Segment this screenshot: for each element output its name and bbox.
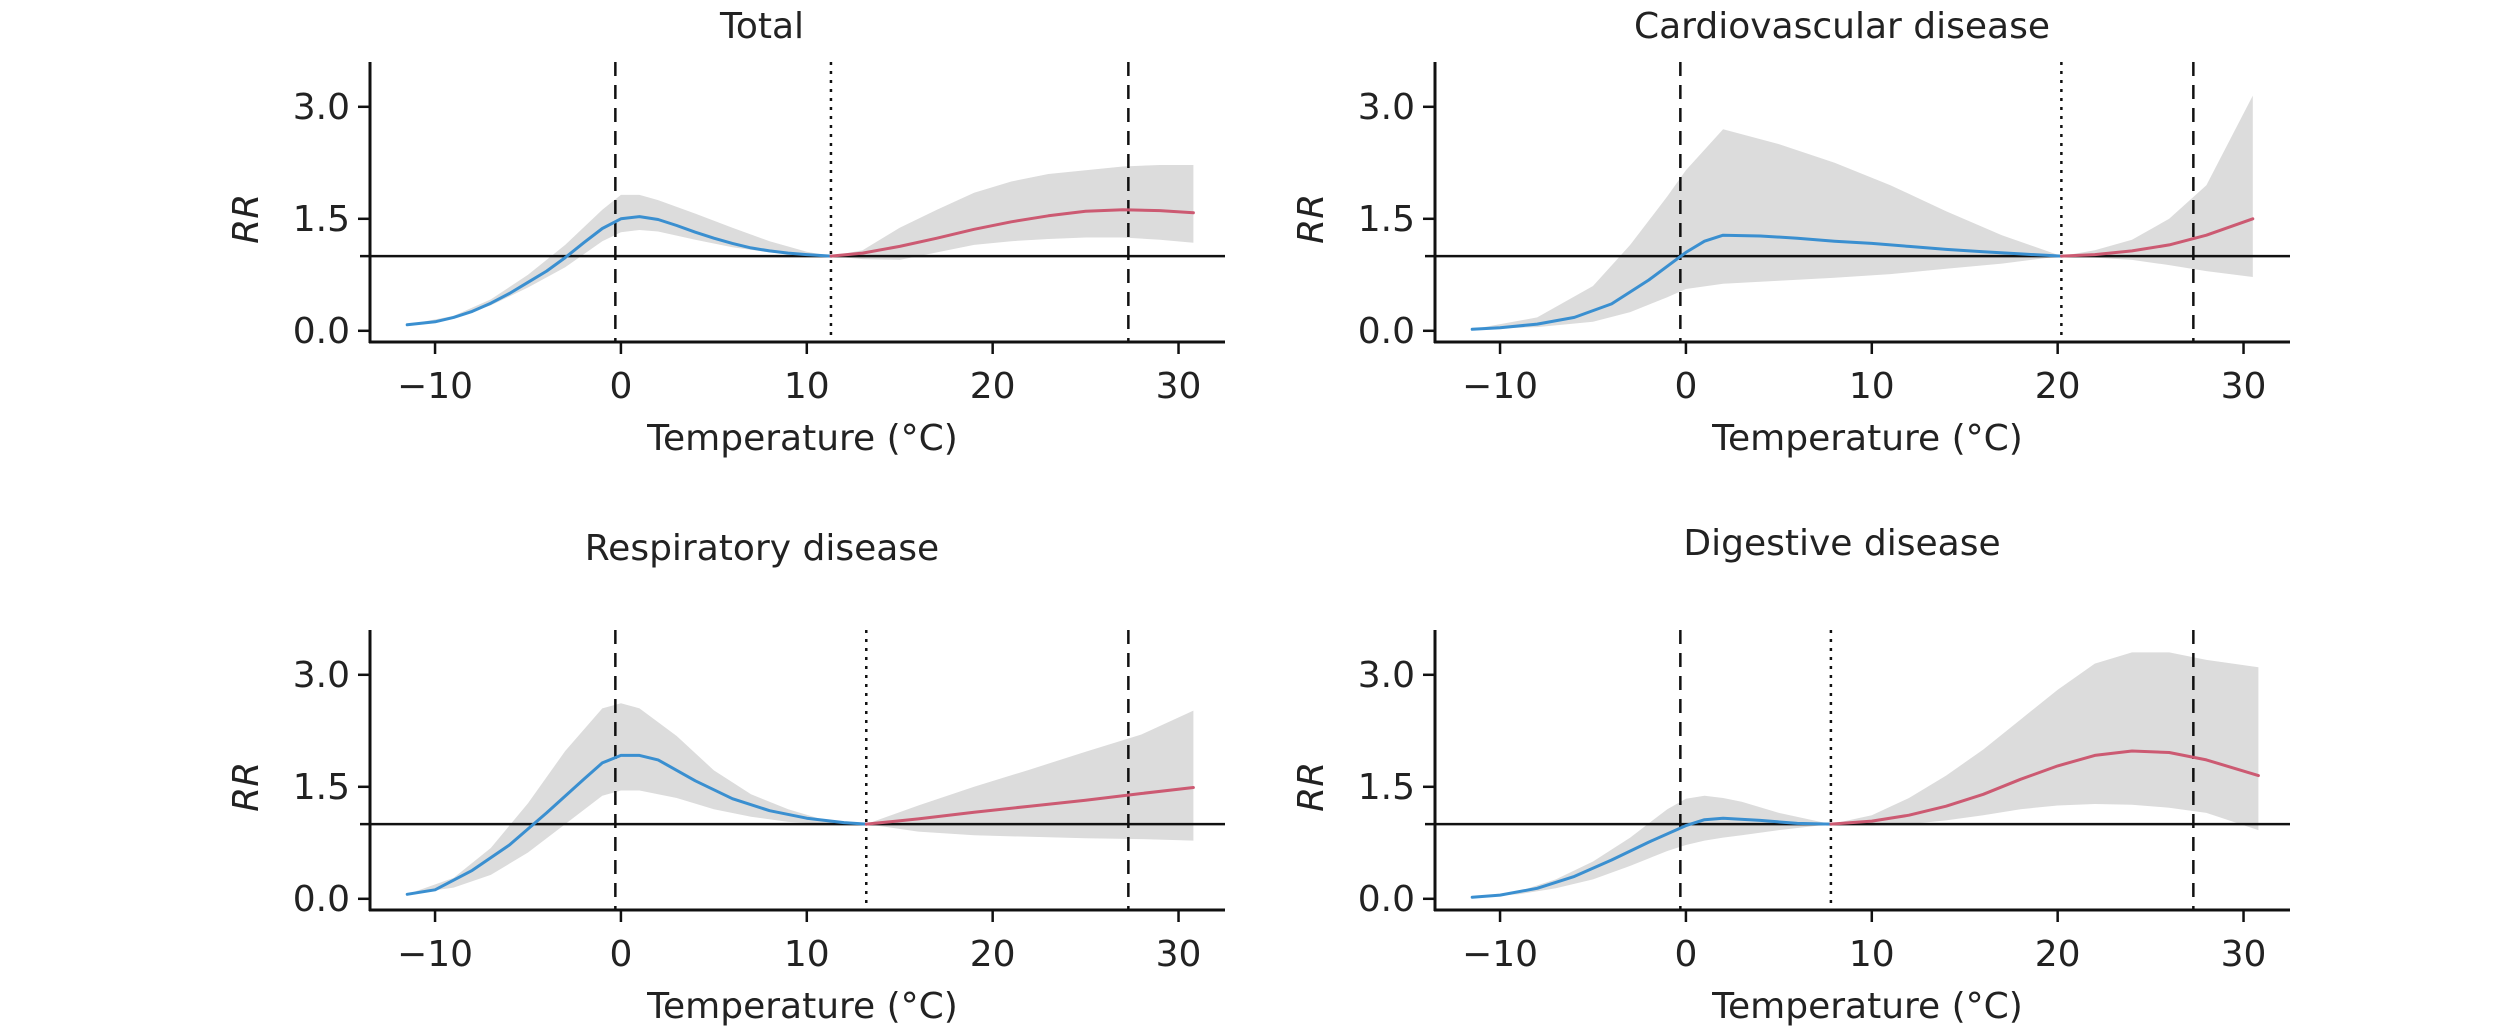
chart-title: Respiratory disease: [585, 528, 939, 569]
confidence-band: [407, 703, 1194, 895]
y-tick-label: 3.0: [1358, 87, 1415, 128]
y-tick-label: 0.0: [293, 879, 350, 920]
x-tick-label: 20: [970, 934, 1016, 975]
heat-effect-line: [829, 208, 1195, 258]
x-tick-label: 0: [609, 366, 632, 407]
y-tick-label: 1.5: [1358, 767, 1415, 808]
chart-panel: −10 0 10 20 30 0.0 1.5 3.0 Cardiovascular diseas…: [1291, 6, 2290, 459]
x-tick-label: −10: [397, 366, 473, 407]
chart-panel: −10 0 10 20 30 0.0 1.5 3.0 Respiratory disease Te…: [226, 528, 1225, 1027]
chart-title: Digestive disease: [1683, 523, 2000, 564]
y-tick-label: 3.0: [1358, 655, 1415, 696]
chart-panel: −10 0 10 20 30 0.0 1.5 3.0 Digestive disease Temp…: [1291, 523, 2290, 1027]
y-axis-label: RR: [1291, 762, 1332, 812]
x-tick-label: 20: [2035, 366, 2081, 407]
y-tick-label: 0.0: [1358, 311, 1415, 352]
x-axis-label: Temperature (°C): [646, 418, 958, 459]
x-tick-label: 30: [1156, 934, 1202, 975]
y-tick-label: 1.5: [293, 767, 350, 808]
confidence-band: [1472, 95, 2253, 330]
x-axis-label: Temperature (°C): [646, 986, 958, 1027]
x-axis-label: Temperature (°C): [1711, 986, 2023, 1027]
chart-title: Total: [719, 6, 804, 47]
chart-panel: −10 0 10 20 30 0.0 1.5 3.0 Total Temperature (°C)…: [226, 6, 1225, 459]
x-tick-label: −10: [397, 934, 473, 975]
x-tick-label: 10: [1849, 934, 1895, 975]
confidence-band: [1472, 652, 2259, 898]
cold-effect-line: [1470, 816, 1833, 899]
x-tick-label: 10: [784, 934, 830, 975]
y-tick-label: 1.5: [293, 199, 350, 240]
x-tick-label: 10: [1849, 366, 1895, 407]
heat-effect-line: [2059, 217, 2255, 258]
y-tick-label: 0.0: [1358, 879, 1415, 920]
x-tick-label: 20: [970, 366, 1016, 407]
cold-effect-line: [405, 753, 868, 896]
x-tick-label: −10: [1462, 934, 1538, 975]
x-tick-label: 30: [1156, 366, 1202, 407]
cold-effect-line: [405, 215, 833, 327]
y-tick-label: 3.0: [293, 655, 350, 696]
confidence-band: [407, 165, 1194, 325]
heat-effect-line: [864, 786, 1195, 826]
heat-effect-line: [1829, 749, 2260, 826]
x-tick-label: 30: [2221, 366, 2267, 407]
x-tick-label: 0: [609, 934, 632, 975]
x-tick-label: −10: [1462, 366, 1538, 407]
x-tick-label: 0: [1674, 366, 1697, 407]
cold-effect-line: [1470, 233, 2063, 331]
x-axis-label: Temperature (°C): [1711, 418, 2023, 459]
y-axis-label: RR: [226, 194, 267, 244]
y-axis-label: RR: [226, 762, 267, 812]
y-tick-label: 0.0: [293, 311, 350, 352]
y-tick-label: 3.0: [293, 87, 350, 128]
y-tick-label: 1.5: [1358, 199, 1415, 240]
x-tick-label: 30: [2221, 934, 2267, 975]
x-tick-label: 10: [784, 366, 830, 407]
chart-title: Cardiovascular disease: [1634, 6, 2050, 47]
x-tick-label: 0: [1674, 934, 1697, 975]
y-axis-label: RR: [1291, 194, 1332, 244]
x-tick-label: 20: [2035, 934, 2081, 975]
